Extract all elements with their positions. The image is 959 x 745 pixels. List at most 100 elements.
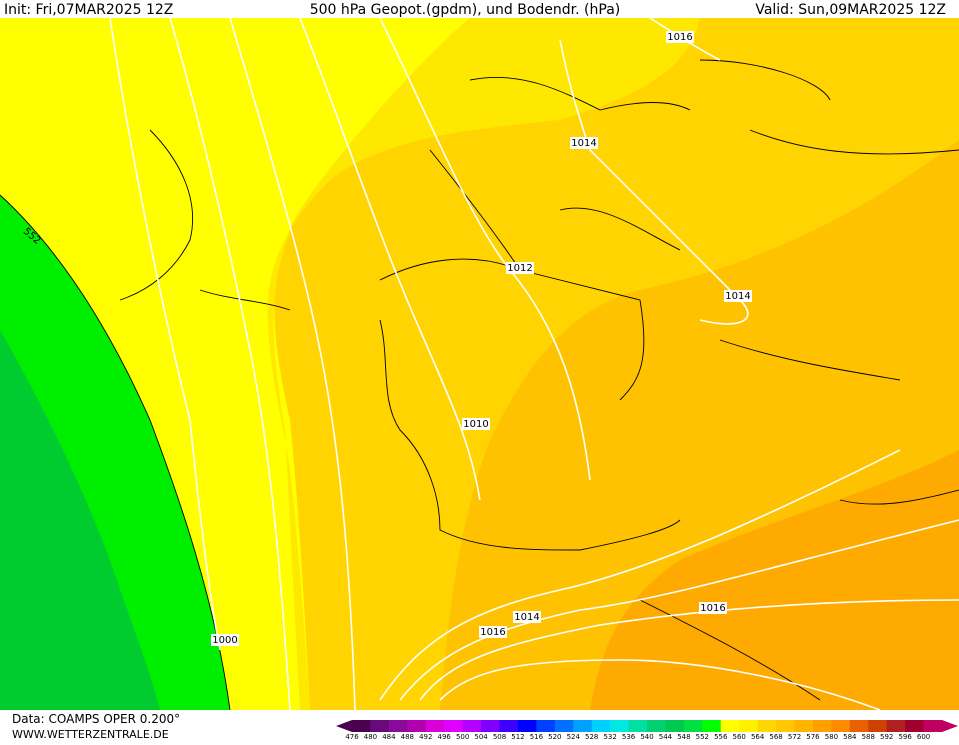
- scale-swatch: [905, 720, 925, 732]
- scale-label: 556: [714, 733, 728, 741]
- scale-swatch: [370, 720, 390, 732]
- scale-label: 520: [548, 733, 561, 741]
- scale-swatch: [407, 720, 427, 732]
- label-box: [724, 290, 752, 302]
- isobar: [419, 599, 959, 701]
- label-box: [513, 611, 541, 623]
- scale-label: 476: [345, 733, 359, 741]
- scale-swatch: [610, 720, 630, 732]
- scale-label: 500: [456, 733, 469, 741]
- scale-swatch: [849, 720, 869, 732]
- isobar-label: 1010: [463, 419, 488, 430]
- isobar-label: 1014: [725, 291, 750, 302]
- scale-label: 536: [622, 733, 636, 741]
- scale-swatch: [665, 720, 685, 732]
- scale-label: 524: [567, 733, 581, 741]
- scale-swatch: [444, 720, 464, 732]
- isobar: [379, 449, 901, 701]
- scale-swatch: [739, 720, 759, 732]
- label-box: [479, 626, 507, 638]
- data-source: Data: COAMPS OPER 0.200°: [12, 712, 180, 726]
- valid-time: Valid: Sun,09MAR2025 12Z: [755, 2, 946, 18]
- label-box: [699, 602, 727, 614]
- scale-swatch: [481, 720, 500, 732]
- scale-swatch: [720, 720, 740, 732]
- scale-swatch: [591, 720, 611, 732]
- scale-label: 484: [382, 733, 396, 741]
- scale-label: 564: [751, 733, 765, 741]
- isobar: [559, 39, 749, 325]
- scale-swatch: [517, 720, 537, 732]
- scale-label: 580: [825, 733, 838, 741]
- isobar-label: 1000: [212, 635, 237, 646]
- scale-swatch: [812, 720, 832, 732]
- coastline: [119, 59, 959, 701]
- region-darkgreen: [0, 330, 160, 710]
- scale-label: 516: [530, 733, 544, 741]
- label-box: [570, 137, 598, 149]
- isobar: [229, 17, 356, 711]
- scale-arrow-left: [336, 720, 352, 732]
- label-box: [506, 262, 534, 274]
- init-time: Init: Fri,07MAR2025 12Z: [4, 2, 173, 18]
- scale-swatch: [757, 720, 777, 732]
- label-box: [462, 418, 490, 430]
- scale-swatch: [628, 720, 648, 732]
- isobar-label: 1014: [514, 612, 539, 623]
- scale-swatch: [388, 720, 408, 732]
- isobar-label: 1012: [507, 263, 532, 274]
- scale-label: 532: [603, 733, 616, 741]
- scale-label: 508: [493, 733, 506, 741]
- scale-swatch: [554, 720, 574, 732]
- scale-label: 496: [438, 733, 452, 741]
- scale-label: 596: [898, 733, 912, 741]
- color-scale: 476 480 484 488 492 496 500 504 508 512 516 520 524 5…: [336, 720, 958, 741]
- scale-label: 492: [419, 733, 432, 741]
- isobar: [399, 519, 959, 701]
- scale-label: 504: [474, 733, 488, 741]
- scale-label: 528: [585, 733, 598, 741]
- isobar: [109, 17, 221, 651]
- scale-arrow-right: [942, 720, 958, 732]
- scale-swatch: [499, 720, 519, 732]
- scale-label: 512: [511, 733, 524, 741]
- scale-label: 540: [640, 733, 653, 741]
- scale-label: 588: [862, 733, 875, 741]
- isobar: [169, 17, 291, 711]
- isobar-label: 1016: [480, 627, 505, 638]
- isobar-label: 1016: [700, 603, 725, 614]
- scale-swatch: [683, 720, 703, 732]
- scale-label: 548: [677, 733, 690, 741]
- scale-swatch: [425, 720, 445, 732]
- scale-swatch: [647, 720, 666, 732]
- scale-swatch: [794, 720, 814, 732]
- scale-label: 592: [880, 733, 893, 741]
- site-url: WWW.WETTERZENTRALE.DE: [12, 728, 169, 741]
- scale-label: 568: [769, 733, 782, 741]
- isobar-label: 1014: [571, 138, 596, 149]
- scale-label: 576: [806, 733, 820, 741]
- scale-swatch: [462, 720, 482, 732]
- isobar-label: 1016: [667, 32, 692, 43]
- scale-label: 572: [788, 733, 801, 741]
- scale-label: 544: [659, 733, 673, 741]
- height-contour: [0, 194, 231, 711]
- scale-label: 560: [733, 733, 746, 741]
- region-darkorange: [590, 450, 959, 710]
- header-bar: [0, 0, 959, 18]
- scale-label: 480: [364, 733, 377, 741]
- scale-label: 584: [843, 733, 857, 741]
- scale-swatch: [923, 720, 943, 732]
- scale-label: 600: [917, 733, 930, 741]
- scale-label: 552: [696, 733, 709, 741]
- isobar: [439, 659, 881, 711]
- scale-swatch: [831, 720, 851, 732]
- map-title: 500 hPa Geopot.(gpdm), und Bodendr. (hPa…: [310, 2, 621, 18]
- label-box: [666, 31, 694, 43]
- isobar: [299, 17, 481, 501]
- scale-swatch: [536, 720, 556, 732]
- scale-swatch: [868, 720, 888, 732]
- scale-swatch: [886, 720, 906, 732]
- scale-swatch: [573, 720, 593, 732]
